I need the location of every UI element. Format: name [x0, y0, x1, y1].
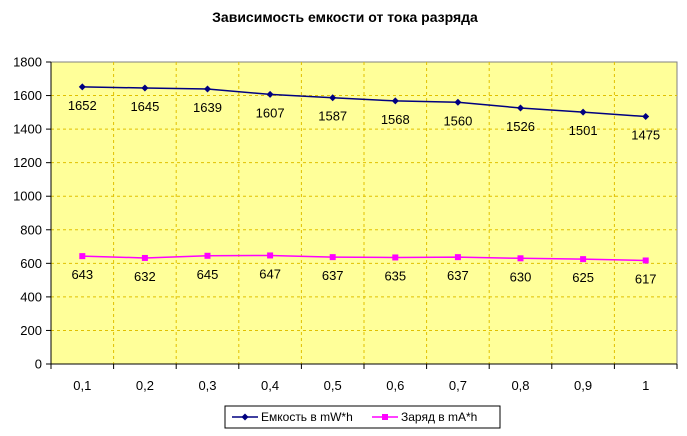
legend-box [224, 405, 501, 429]
series-1-point [642, 113, 650, 121]
series-2-data-label: 635 [384, 268, 406, 283]
y-tick-label: 1800 [13, 55, 42, 70]
y-tick-label: 1600 [13, 88, 42, 103]
series-1-data-label: 1645 [130, 99, 159, 114]
series-1-point [204, 85, 211, 93]
series-1-point [517, 104, 524, 112]
series-1-point [454, 98, 462, 106]
axes: 0 200 400 600 800 1000 1200 1400 1600 1800 0,1 0,2 0… [13, 55, 678, 393]
data-labels: 1652 1645 1639 1607 1587 1568 1560 1526 1501 1475… [68, 98, 660, 287]
series-2-data-label: 617 [635, 271, 657, 286]
x-tick-label: 0,7 [449, 378, 467, 393]
series-2-point [267, 252, 274, 259]
grid-lines [51, 62, 677, 364]
series-2-data-label: 637 [447, 268, 469, 283]
y-tick-label: 0 [35, 357, 42, 372]
series-1-point [141, 84, 149, 92]
x-tick-label: 0,9 [574, 378, 592, 393]
x-tick-label: 0,3 [198, 378, 216, 393]
chart-title: Зависимость емкости от тока разряда [212, 9, 478, 25]
y-tick-label: 1200 [13, 155, 42, 170]
x-tick-label: 0,1 [73, 378, 91, 393]
series-1-point [391, 97, 399, 105]
y-tick-label: 1000 [13, 189, 42, 204]
series-1-data-label: 1568 [381, 112, 410, 127]
y-tick-label: 1400 [13, 122, 42, 137]
legend-label-capacity: Емкость в mW*h [261, 410, 353, 424]
series-2-data-label: 637 [322, 268, 344, 283]
series-layer [78, 83, 650, 264]
y-tick-label: 400 [20, 289, 42, 304]
series-2-point [392, 254, 399, 261]
series-2-point [141, 254, 148, 261]
legend: Емкость в mW*h Заряд в mA*h [224, 405, 501, 429]
series-2-point [580, 256, 587, 263]
series-1-data-label: 1560 [443, 113, 472, 128]
legend-marker-charge [382, 414, 388, 420]
y-tick-label: 800 [20, 222, 42, 237]
x-tick-label: 1 [642, 378, 649, 393]
x-tick-label: 0,6 [386, 378, 404, 393]
legend-marker-capacity [241, 413, 249, 421]
series-1-point [78, 83, 86, 91]
series-2-point [454, 254, 461, 261]
series-2-data-label: 630 [510, 269, 532, 284]
series-2-point [517, 255, 524, 262]
y-tick-label: 200 [20, 323, 42, 338]
y-tick-label: 600 [20, 256, 42, 271]
series-1-data-label: 1652 [68, 98, 97, 113]
series-2-point [204, 252, 211, 259]
series-2-data-label: 647 [259, 266, 281, 281]
series-1-point [329, 94, 337, 102]
series-1-data-label: 1475 [631, 128, 660, 143]
series-2-data-label: 643 [71, 267, 93, 282]
series-2-data-label: 645 [197, 267, 219, 282]
series-2-data-label: 625 [572, 270, 594, 285]
series-2-point [329, 254, 336, 261]
series-1-data-label: 1607 [256, 105, 285, 120]
series-2-data-label: 632 [134, 269, 156, 284]
series-1-point [579, 108, 587, 116]
series-2-point [79, 253, 86, 260]
series-line-1 [82, 86, 646, 118]
series-1-point [266, 90, 274, 98]
x-tick-label: 0,8 [511, 378, 529, 393]
legend-label-charge: Заряд в mA*h [401, 410, 477, 424]
x-tick-label: 0,2 [136, 378, 154, 393]
series-1-data-label: 1587 [318, 109, 347, 124]
series-2-point [642, 257, 649, 264]
series-1-data-label: 1526 [506, 119, 535, 134]
x-tick-label: 0,4 [261, 378, 279, 393]
series-1-data-label: 1501 [569, 123, 598, 138]
x-tick-label: 0,5 [324, 378, 342, 393]
series-line-2 [82, 254, 646, 262]
series-1-data-label: 1639 [193, 100, 222, 115]
